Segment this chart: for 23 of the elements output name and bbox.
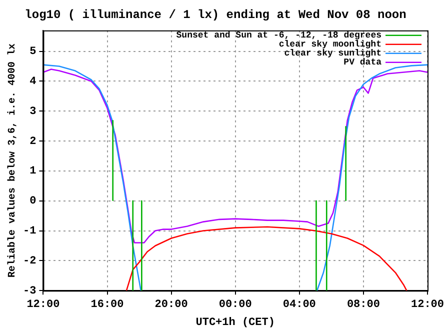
x-tick-label: 04:00 bbox=[282, 298, 316, 311]
y-tick-label: 3 bbox=[30, 106, 37, 118]
y-axis-title: Reliable values below 3,6, i.e. 4000 lx bbox=[6, 43, 19, 278]
x-tick-label: 20:00 bbox=[154, 298, 188, 311]
x-tick-label: 00:00 bbox=[218, 298, 252, 311]
x-tick-label: 12:00 bbox=[410, 298, 444, 311]
y-tick-label: 5 bbox=[30, 46, 37, 58]
y-tick-label: 1 bbox=[30, 166, 37, 178]
legend-label: clear sky sunlight bbox=[284, 48, 382, 59]
legend-label: PV data bbox=[344, 58, 382, 68]
legend-label: Sunset and Sun at -6, -12, -18 degrees bbox=[176, 30, 382, 41]
x-tick-label: 08:00 bbox=[346, 298, 380, 311]
y-tick-label: 0 bbox=[30, 196, 36, 208]
y-tick-label: 4 bbox=[30, 76, 37, 88]
chart-title: log10 ( illuminance / 1 lx) ending at Wed Nov 08 noon bbox=[24, 8, 406, 22]
y-tick-label: 2 bbox=[30, 136, 36, 148]
y-tick-label: -1 bbox=[23, 226, 37, 238]
x-tick-label: 12:00 bbox=[26, 298, 60, 311]
x-tick-label: 16:00 bbox=[90, 298, 124, 311]
legend-label: clear sky moonlight bbox=[278, 40, 382, 50]
y-tick-label: -3 bbox=[23, 285, 37, 298]
y-tick-label: -2 bbox=[23, 255, 36, 268]
x-axis-title: UTC+1h (CET) bbox=[196, 317, 275, 330]
